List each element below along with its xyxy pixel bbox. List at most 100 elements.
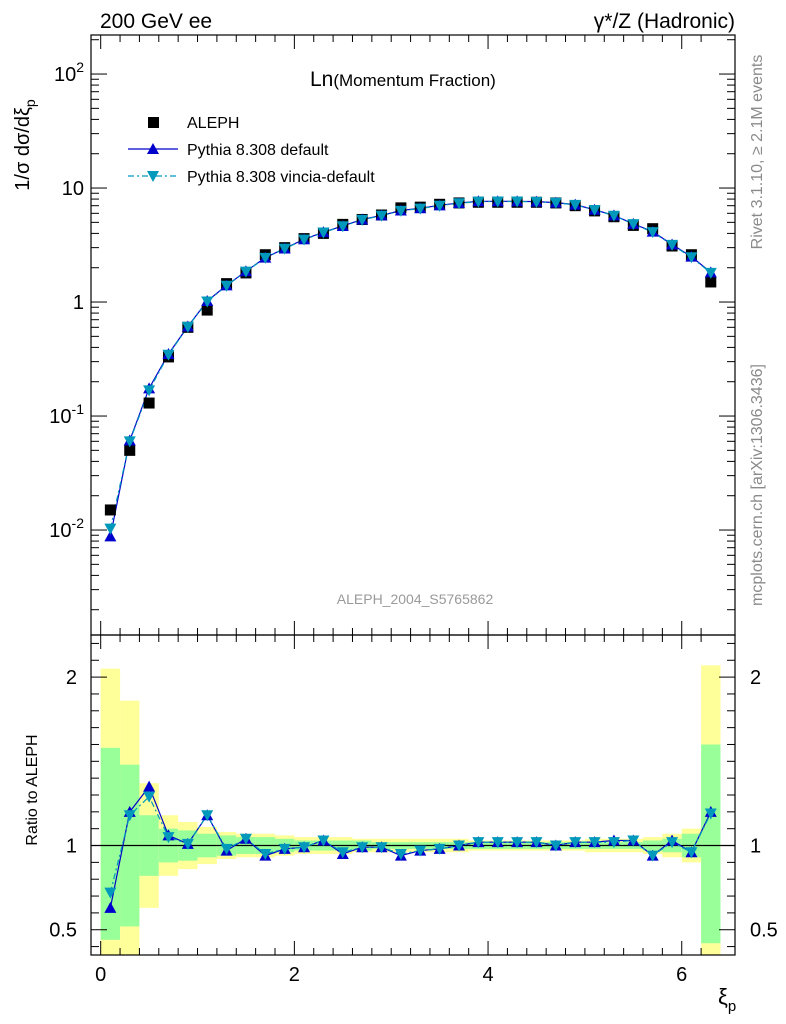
pythia-vincia-point xyxy=(298,234,311,246)
ratio-pythia-vincia-point xyxy=(278,843,291,855)
ratio-pythia-vincia-point xyxy=(491,837,504,849)
ratio-pythia-vincia-point xyxy=(298,842,311,854)
ratio-pythia-vincia-point xyxy=(104,887,117,899)
pythia-vincia-point xyxy=(491,196,504,208)
y-tick-label: 10-1 xyxy=(49,401,84,428)
legend-marker-pythia-default xyxy=(147,143,159,154)
pythia-vincia-point xyxy=(588,204,601,216)
y-tick-label-base: 10 xyxy=(49,406,71,428)
ratio-y-tick-label: 1 xyxy=(66,836,77,858)
mcplots-reference-label: mcplots.cern.ch [arXiv:1306.3436] xyxy=(749,364,766,606)
y-tick-label-base: 10 xyxy=(54,64,76,86)
ratio-pythia-vincia-point xyxy=(569,837,582,849)
ratio-pythia-vincia-point xyxy=(685,847,698,859)
pythia-vincia-point xyxy=(317,227,330,239)
ratio-pythia-vincia-point xyxy=(181,838,194,850)
ratio-pythia-vincia-point xyxy=(453,840,465,852)
ratio-y-axis-label: Ratio to ALEPH xyxy=(24,734,41,845)
pythia-vincia-point xyxy=(375,210,388,222)
y-tick-label: 10-2 xyxy=(49,515,84,542)
pythia-vincia-point xyxy=(336,221,349,233)
pythia-vincia-point xyxy=(685,252,698,264)
legend: ALEPH Pythia 8.308 default Pythia 8.308 … xyxy=(128,115,375,186)
pythia-vincia-point xyxy=(433,200,446,212)
aleph-data-point xyxy=(104,504,116,516)
header-energy-label: 200 GeV ee xyxy=(100,10,212,33)
pythia-vincia-point xyxy=(511,196,524,208)
y-tick-label: 102 xyxy=(54,59,84,86)
x-axis-label-sub: p xyxy=(728,998,736,1015)
ratio-pythia-vincia-point xyxy=(336,847,349,859)
ratio-y-tick-label-right: 2 xyxy=(750,667,761,689)
y-axis-label-main: 1/σ dσ/dξ xyxy=(12,107,34,191)
x-tick-label: 0 xyxy=(95,964,106,986)
pythia-default-point xyxy=(104,530,117,542)
ratio-pythia-vincia-point xyxy=(162,832,175,844)
x-tick-label: 6 xyxy=(676,964,687,986)
pythia-vincia-point xyxy=(181,321,194,333)
y-tick-label-exponent: -2 xyxy=(72,515,85,531)
pythia-vincia-point xyxy=(607,210,620,222)
pythia-vincia-line xyxy=(109,200,712,529)
pythia-vincia-point xyxy=(143,385,156,397)
header-process-label: γ*/Z (Hadronic) xyxy=(594,10,735,33)
pythia-vincia-point xyxy=(666,239,679,251)
ratio-panel-series xyxy=(104,780,717,913)
ratio-pythia-vincia-point xyxy=(588,837,601,849)
ratio-y-tick-label-right: 0.5 xyxy=(750,920,778,942)
x-axis-label: ξp xyxy=(718,984,736,1015)
y-tick-label: 1 xyxy=(73,292,84,314)
pythia-vincia-point xyxy=(356,214,369,226)
pythia-vincia-point xyxy=(259,252,272,264)
ratio-pythia-default-point xyxy=(104,901,117,913)
pythia-vincia-point xyxy=(549,197,562,209)
legend-marker-pythia-vincia xyxy=(147,171,159,182)
ratio-pythia-vincia-point xyxy=(511,837,524,849)
ratio-uncertainty-bands xyxy=(100,665,721,955)
pythia-default-line xyxy=(109,200,712,537)
ratio-pythia-vincia-point xyxy=(123,810,136,822)
x-axis-label-main: ξ xyxy=(718,984,728,1009)
plot-title-main: Ln xyxy=(310,68,333,91)
y-axis-label: 1/σ dσ/dξp xyxy=(12,99,38,191)
y-tick-label-exponent: 2 xyxy=(76,59,84,75)
ratio-pythia-vincia-point xyxy=(646,850,659,862)
plot-title: Ln(Momentum Fraction) xyxy=(310,68,496,91)
y-axis-label-sub: p xyxy=(22,99,38,107)
aleph-data-point xyxy=(143,397,155,409)
x-tick-label: 4 xyxy=(482,964,493,986)
rivet-version-label: Rivet 3.1.10, ≥ 2.1M events xyxy=(749,55,766,250)
y-tick-label: 10 xyxy=(62,178,84,200)
ratio-pythia-vincia-point xyxy=(549,840,562,852)
ratio-y-tick-label-right: 1 xyxy=(750,836,761,858)
pythia-vincia-point xyxy=(646,227,659,239)
ratio-pythia-vincia-point xyxy=(666,837,679,849)
ratio-y-tick-label: 0.5 xyxy=(49,920,77,942)
pythia-vincia-point xyxy=(201,296,214,308)
ratio-pythia-default-point xyxy=(143,780,156,792)
ratio-y-tick-label: 2 xyxy=(66,667,77,689)
ratio-pythia-vincia-point xyxy=(607,837,620,849)
ratio-pythia-vincia-point xyxy=(220,843,233,855)
pythia-vincia-point xyxy=(472,196,485,208)
legend-label-pythia-default: Pythia 8.308 default xyxy=(187,142,329,159)
pythia-vincia-point xyxy=(704,267,717,279)
pythia-vincia-point xyxy=(627,219,640,231)
pythia-vincia-point xyxy=(104,523,117,535)
pythia-vincia-point xyxy=(530,196,543,208)
pythia-vincia-point xyxy=(278,243,291,255)
ratio-pythia-vincia-point xyxy=(627,835,640,847)
ratio-pythia-vincia-point xyxy=(201,810,214,822)
stat-uncertainty-band xyxy=(701,744,721,944)
plot-title-sub: (Momentum Fraction) xyxy=(333,71,495,90)
pythia-vincia-point xyxy=(162,349,175,361)
pythia-vincia-point xyxy=(123,436,136,448)
ratio-pythia-vincia-point xyxy=(375,842,388,854)
ratio-pythia-vincia-point xyxy=(239,833,252,845)
y-tick-label-base: 10 xyxy=(49,520,71,542)
pythia-vincia-point xyxy=(569,199,582,211)
ratio-pythia-vincia-point xyxy=(704,808,717,820)
ratio-panel-frame xyxy=(90,634,736,956)
